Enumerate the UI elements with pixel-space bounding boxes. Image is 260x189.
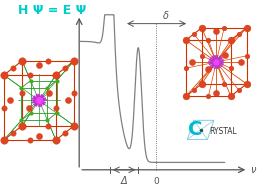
Text: C: C <box>188 120 202 139</box>
Text: 0: 0 <box>153 177 159 186</box>
Text: RYSTAL: RYSTAL <box>209 127 237 136</box>
Text: H Ψ = E Ψ: H Ψ = E Ψ <box>18 4 86 17</box>
Text: Δ: Δ <box>121 176 127 186</box>
Text: δ: δ <box>163 11 169 21</box>
Text: ν: ν <box>250 165 256 175</box>
